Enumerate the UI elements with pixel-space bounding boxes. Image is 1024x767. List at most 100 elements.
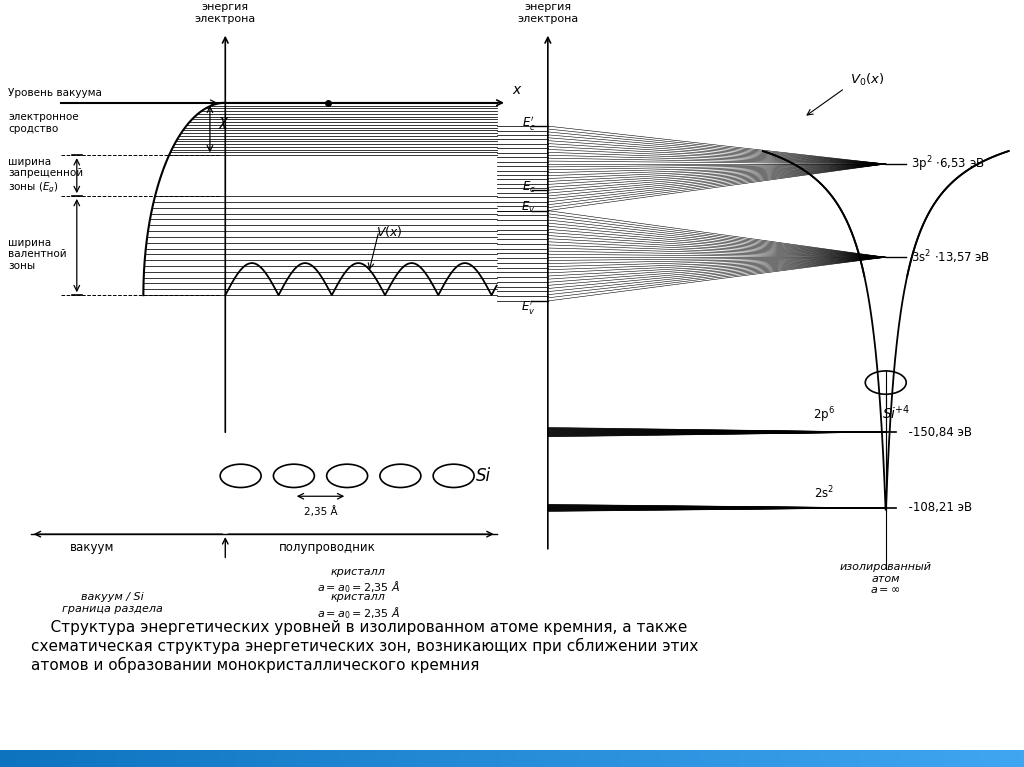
Bar (486, 750, 489, 767)
Bar (640, 750, 644, 767)
Bar (675, 750, 678, 767)
Bar (1004, 750, 1007, 767)
Bar (216, 750, 219, 767)
Bar (171, 750, 175, 767)
Text: $x$: $x$ (512, 83, 522, 97)
Bar (507, 750, 510, 767)
Bar (311, 750, 315, 767)
Bar (609, 750, 613, 767)
Bar (520, 750, 524, 767)
Bar (713, 750, 716, 767)
Bar (133, 750, 137, 767)
Bar (828, 750, 833, 767)
Text: кристалл
$a=a_0=2{,}35$ Å: кристалл $a=a_0=2{,}35$ Å (316, 567, 400, 595)
Bar (158, 750, 161, 767)
Bar (969, 750, 973, 767)
Bar (397, 750, 400, 767)
Bar (980, 750, 983, 767)
Bar (624, 750, 627, 767)
Bar (66, 750, 69, 767)
Bar (935, 750, 938, 767)
Bar (665, 750, 668, 767)
Bar (469, 750, 473, 767)
Bar (449, 750, 452, 767)
Bar (140, 750, 143, 767)
Bar (99, 750, 102, 767)
Bar (866, 750, 869, 767)
Bar (952, 750, 955, 767)
Bar (757, 750, 760, 767)
Bar (459, 750, 463, 767)
Bar (10, 750, 13, 767)
Bar (719, 750, 723, 767)
Bar (836, 750, 839, 767)
Bar (781, 750, 784, 767)
Bar (196, 750, 199, 767)
Bar (881, 750, 884, 767)
Bar (356, 750, 359, 767)
Bar (69, 750, 72, 767)
Bar (479, 750, 483, 767)
Bar (973, 750, 976, 767)
Bar (706, 750, 709, 767)
Text: ширина
запрещенной
зоны ($E_g$): ширина запрещенной зоны ($E_g$) (8, 156, 83, 195)
Bar (517, 750, 520, 767)
Bar (61, 750, 66, 767)
Text: $χ$: $χ$ (218, 115, 230, 131)
Text: $E_c'$: $E_c'$ (521, 114, 536, 132)
Bar (654, 750, 657, 767)
Bar (374, 750, 377, 767)
Bar (438, 750, 441, 767)
Bar (489, 750, 494, 767)
Bar (894, 750, 897, 767)
Text: кристалл
$a=a_0=2{,}35$ Å: кристалл $a=a_0=2{,}35$ Å (316, 592, 400, 621)
Bar (0, 750, 3, 767)
Bar (568, 750, 572, 767)
Bar (514, 750, 517, 767)
Bar (483, 750, 486, 767)
Bar (274, 750, 278, 767)
Bar (425, 750, 428, 767)
Bar (185, 750, 188, 767)
Bar (318, 750, 322, 767)
Bar (904, 750, 907, 767)
Bar (996, 750, 1000, 767)
Text: Si: Si (476, 467, 492, 485)
Text: 2p$^6$: 2p$^6$ (813, 406, 835, 425)
Bar (709, 750, 713, 767)
Bar (342, 750, 346, 767)
Bar (843, 750, 846, 767)
Bar (421, 750, 425, 767)
Bar (387, 750, 390, 767)
Bar (232, 750, 237, 767)
Bar (117, 750, 120, 767)
Bar (336, 750, 339, 767)
Bar (777, 750, 781, 767)
Bar (295, 750, 298, 767)
Bar (729, 750, 733, 767)
Bar (76, 750, 79, 767)
Bar (637, 750, 640, 767)
Bar (1021, 750, 1024, 767)
Bar (901, 750, 904, 767)
Bar (856, 750, 859, 767)
Bar (922, 750, 925, 767)
Bar (497, 750, 500, 767)
Text: $V(x)$: $V(x)$ (376, 223, 402, 239)
Bar (137, 750, 140, 767)
Bar (877, 750, 881, 767)
Bar (199, 750, 202, 767)
Bar (352, 750, 356, 767)
Bar (456, 750, 459, 767)
Bar (695, 750, 698, 767)
Bar (760, 750, 764, 767)
Bar (79, 750, 82, 767)
Bar (723, 750, 726, 767)
Text: Si$^{+4}$: Si$^{+4}$ (882, 403, 910, 422)
Bar (808, 750, 812, 767)
Bar (212, 750, 216, 767)
Text: вакуум: вакуум (70, 542, 115, 554)
Bar (733, 750, 736, 767)
Text: 2s$^2$: 2s$^2$ (814, 484, 835, 501)
Bar (672, 750, 675, 767)
